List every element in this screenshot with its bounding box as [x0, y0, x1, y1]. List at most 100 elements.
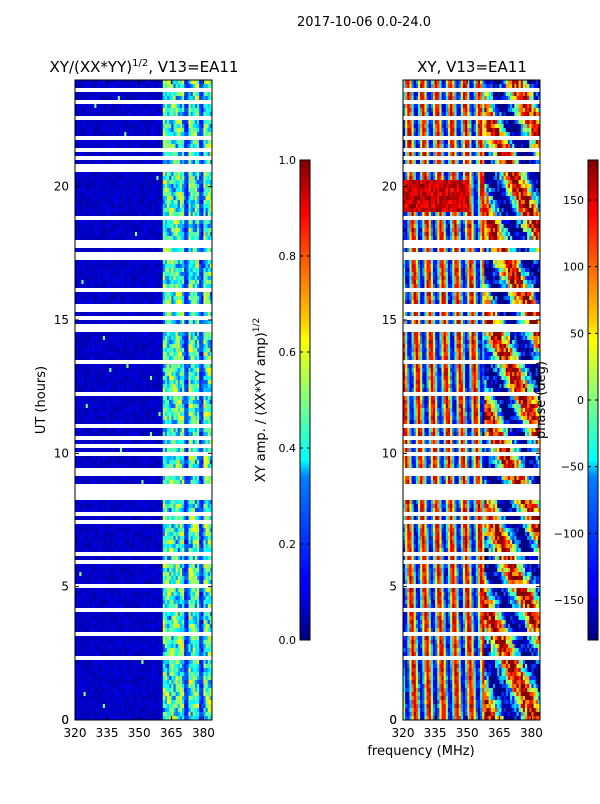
heatmap-cell — [154, 480, 157, 485]
heatmap-cell — [197, 204, 200, 209]
heatmap-cell — [169, 248, 172, 253]
heatmap-cell — [141, 284, 144, 289]
heatmap-cell — [111, 336, 114, 341]
heatmap-cell — [169, 180, 172, 185]
heatmap-cell — [160, 276, 164, 281]
heatmap-cell — [167, 180, 170, 185]
heatmap-cell — [173, 364, 176, 369]
heatmap-cell — [175, 268, 179, 273]
heatmap-cell — [175, 220, 179, 225]
heatmap-cell — [184, 204, 187, 209]
heatmap-cell — [209, 224, 212, 229]
heatmap-cell — [194, 92, 198, 97]
heatmap-cell — [117, 460, 121, 465]
heatmap-cell — [130, 128, 134, 133]
heatmap-cell — [119, 332, 123, 337]
heatmap-cell — [139, 368, 142, 373]
heatmap-cell — [145, 356, 149, 361]
heatmap-cell — [130, 364, 134, 369]
heatmap-cell — [143, 344, 146, 349]
heatmap-cell — [175, 96, 179, 101]
heatmap-cell — [162, 132, 166, 137]
heatmap-cell — [209, 132, 212, 137]
heatmap-cell — [83, 372, 86, 377]
heatmap-cell — [173, 232, 176, 237]
heatmap-cell — [77, 364, 80, 369]
heatmap-cell — [113, 276, 116, 281]
heatmap-cell — [96, 80, 99, 85]
heatmap-cell — [209, 460, 212, 465]
heatmap-cell — [87, 196, 91, 201]
heatmap-cell — [104, 108, 108, 113]
heatmap-cell — [145, 172, 149, 177]
heatmap-cell — [194, 212, 198, 217]
heatmap-cell — [194, 404, 198, 409]
heatmap-cell — [75, 80, 78, 85]
heatmap-cell — [104, 80, 108, 85]
heatmap-cell — [192, 460, 196, 465]
heatmap-cell — [107, 428, 110, 433]
heatmap-cell — [209, 104, 212, 109]
heatmap-cell — [77, 440, 80, 445]
heatmap-cell — [92, 476, 95, 481]
heatmap-cell — [137, 120, 140, 125]
heatmap-cell — [137, 344, 140, 349]
heatmap-cell — [184, 412, 187, 417]
heatmap-cell — [115, 372, 119, 377]
heatmap-cell — [92, 280, 95, 285]
heatmap-cell — [107, 204, 110, 209]
heatmap-cell — [124, 228, 127, 233]
heatmap-cell — [92, 120, 95, 125]
heatmap-cell — [145, 140, 149, 145]
heatmap-cell — [87, 192, 91, 197]
heatmap-cell — [111, 272, 114, 277]
heatmap-cell — [87, 376, 91, 381]
heatmap-cell — [109, 404, 112, 409]
heatmap-cell — [117, 364, 121, 369]
heatmap-cell — [75, 296, 78, 301]
heatmap-cell — [128, 172, 131, 177]
heatmap-cell — [115, 404, 119, 409]
heatmap-cell — [169, 364, 172, 369]
heatmap-cell — [111, 152, 114, 157]
heatmap-cell — [197, 364, 200, 369]
heatmap-cell — [128, 268, 131, 273]
heatmap-cell — [126, 220, 129, 225]
heatmap-cell — [173, 340, 176, 345]
heatmap-cell — [79, 152, 82, 157]
heatmap-cell — [98, 108, 101, 113]
heatmap-cell — [115, 80, 119, 85]
heatmap-cell — [182, 296, 185, 301]
heatmap-cell — [184, 160, 187, 165]
heatmap-cell — [205, 184, 209, 189]
heatmap-cell — [162, 384, 166, 389]
heatmap-cell — [175, 432, 179, 437]
heatmap-cell — [194, 124, 198, 129]
heatmap-cell — [124, 276, 127, 281]
heatmap-cell — [143, 120, 146, 125]
heatmap-cell — [87, 92, 91, 97]
heatmap-cell — [209, 340, 212, 345]
heatmap-cell — [122, 332, 125, 337]
heatmap-cell — [102, 412, 106, 417]
heatmap-cell — [162, 476, 166, 481]
heatmap-cell — [173, 224, 176, 229]
heatmap-cell — [89, 104, 93, 109]
heatmap-cell — [117, 476, 121, 481]
heatmap-cell — [171, 364, 174, 369]
heatmap-cell — [145, 180, 149, 185]
heatmap-cell — [184, 300, 187, 305]
heatmap-cell — [179, 476, 183, 481]
heatmap-cell — [156, 372, 159, 377]
heatmap-cell — [177, 320, 181, 325]
heatmap-cell — [96, 448, 99, 453]
heatmap-cell — [117, 120, 121, 125]
heatmap-cell — [130, 500, 134, 505]
heatmap-cell — [94, 272, 97, 277]
heatmap-cell — [132, 204, 136, 209]
heatmap-cell — [75, 344, 78, 349]
heatmap-cell — [128, 344, 131, 349]
heatmap-cell — [141, 108, 144, 113]
heatmap-cell — [149, 124, 153, 129]
heatmap-cell — [171, 188, 174, 193]
